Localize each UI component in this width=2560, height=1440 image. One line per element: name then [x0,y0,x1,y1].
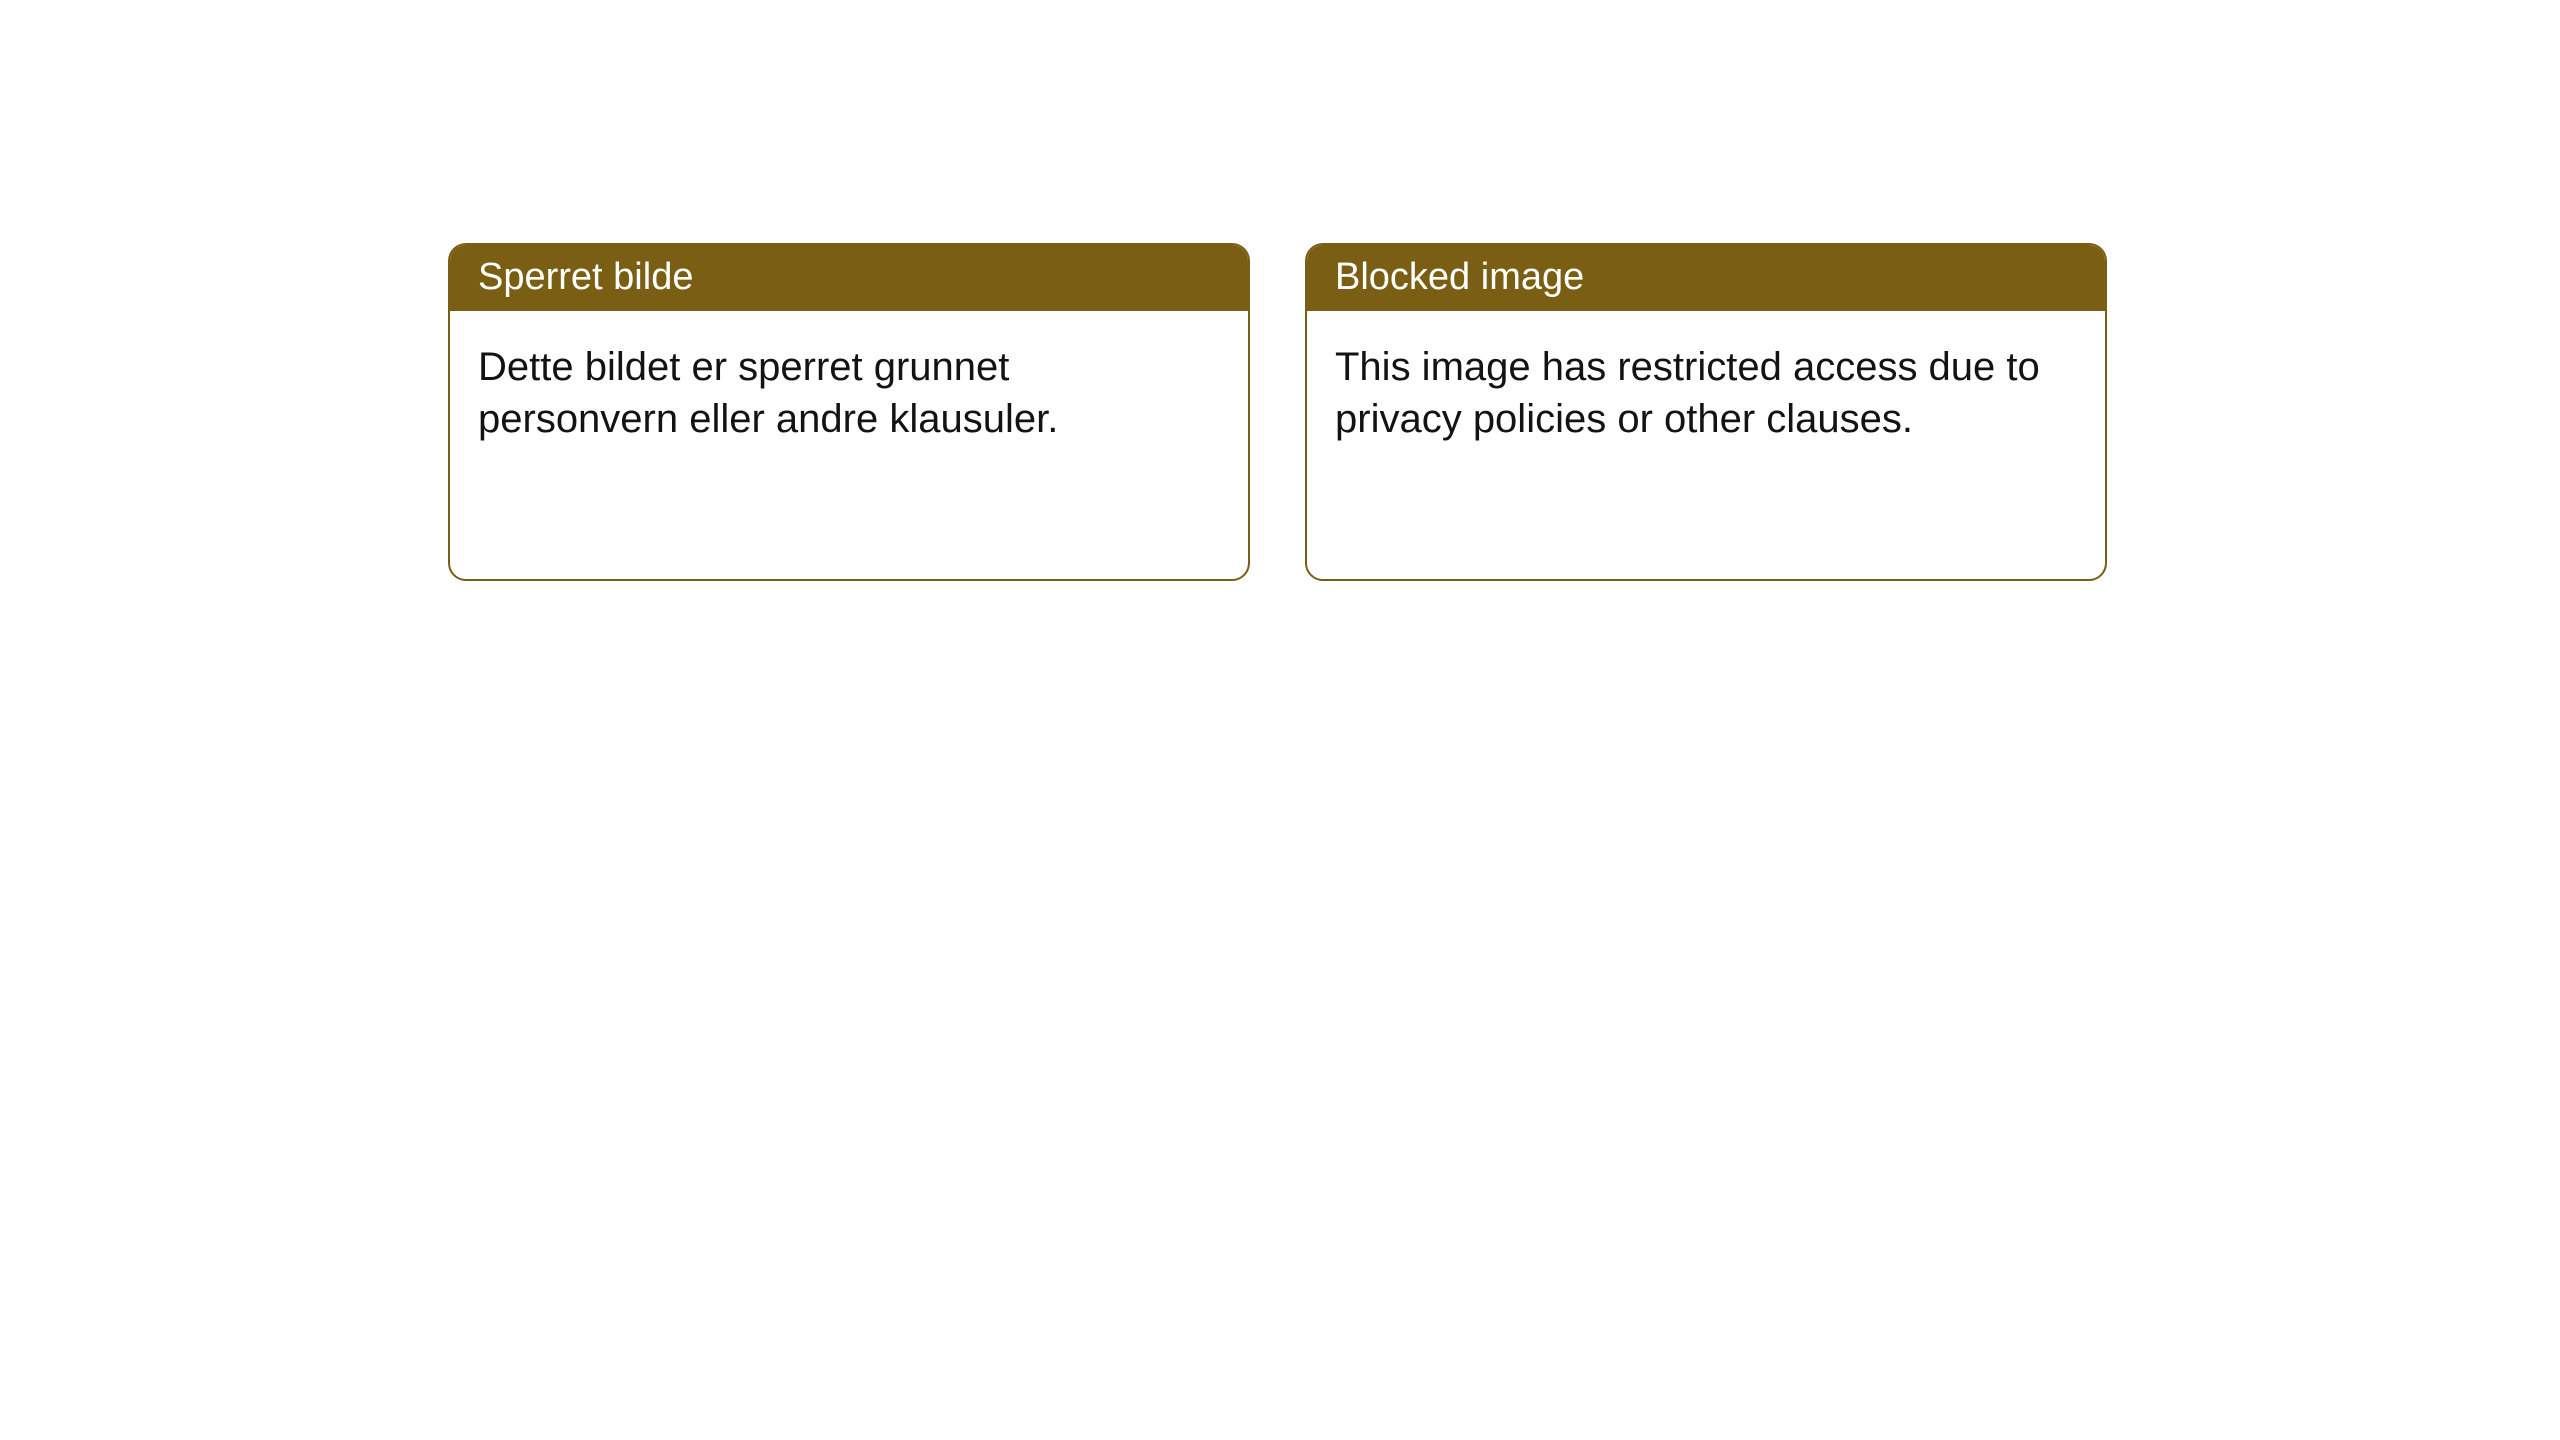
notice-body: Dette bildet er sperret grunnet personve… [450,311,1248,475]
notice-card-norwegian: Sperret bilde Dette bildet er sperret gr… [448,243,1250,581]
notice-title: Blocked image [1307,245,2105,311]
notice-container: Sperret bilde Dette bildet er sperret gr… [448,243,2107,581]
notice-body: This image has restricted access due to … [1307,311,2105,475]
notice-card-english: Blocked image This image has restricted … [1305,243,2107,581]
notice-title: Sperret bilde [450,245,1248,311]
